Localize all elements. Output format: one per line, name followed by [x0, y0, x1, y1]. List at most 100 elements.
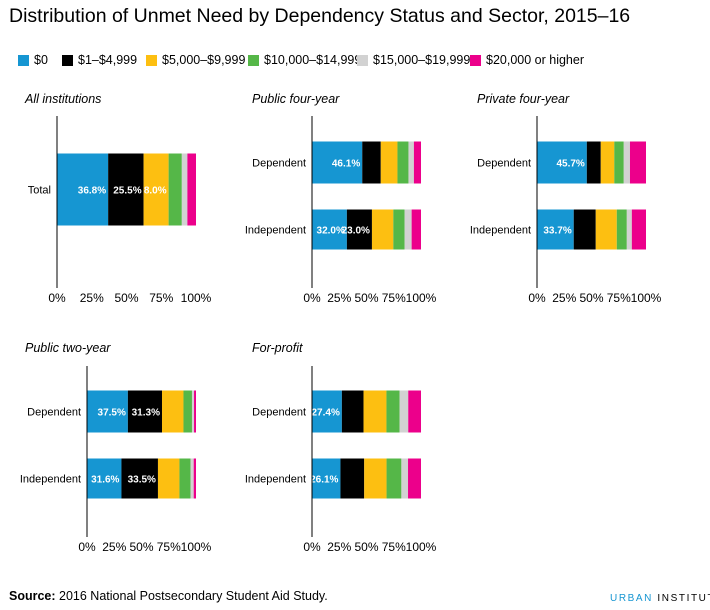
panel-public-four-year-data-label-dependent-1: 46.1%: [332, 159, 360, 170]
panel-public-four-year-data-label-independent-1: 32.0%: [317, 226, 345, 237]
legend-swatch-4: [248, 55, 259, 66]
panel-private-four-year-x-tick-label-1: 0%: [528, 291, 546, 305]
panel-public-two-year-data-label-dependent-1: 37.5%: [98, 408, 126, 419]
panel-private-four-year-bar-independent-seg-6: [631, 209, 646, 250]
panel-public-two-year-x-tick-label-4: 75%: [157, 540, 181, 554]
panel-public-two-year-x-tick-label-1: 0%: [78, 540, 96, 554]
panel-private-four-year-bar-dependent-seg-6: [629, 141, 646, 184]
panel-for-profit-bar-dependent-seg-5: [399, 390, 409, 433]
panel-public-two-year-bar-independent-seg-1: [87, 458, 122, 499]
legend-swatch-5: [357, 55, 368, 66]
panel-all-institutions-bar-total-seg-2: [108, 153, 144, 226]
panel-private-four-year-bar-dependent-seg-2: [586, 141, 601, 184]
panel-public-two-year-bar-dependent-seg-3: [161, 390, 184, 433]
source-text: 2016 National Postsecondary Student Aid …: [59, 589, 328, 603]
panel-all-institutions-x-tick-label-2: 25%: [80, 291, 104, 305]
panel-public-two-year-bar-independent-seg-2: [121, 458, 158, 499]
panel-public-four-year-x-tick-label-1: 0%: [303, 291, 321, 305]
chart-title: Distribution of Unmet Need by Dependency…: [9, 5, 631, 27]
panel-public-four-year-bar-independent-seg-1: [312, 209, 347, 250]
panel-public-four-year-x-tick-label-5: 100%: [406, 291, 437, 305]
panel-all-institutions-x-tick-label-1: 0%: [48, 291, 66, 305]
panel-public-four-year-bar-independent-seg-6: [411, 209, 421, 250]
panel-private-four-year-bar-independent-seg-2: [573, 209, 596, 250]
panel-public-two-year-bar-dependent-seg-5: [191, 390, 195, 433]
panel-private-four-year-bar-dependent-seg-4: [614, 141, 624, 184]
source-note: Source: 2016 National Postsecondary Stud…: [9, 589, 328, 603]
panel-for-profit-bar-dependent-seg-4: [386, 390, 400, 433]
panel-for-profit-bar-independent-seg-4: [386, 458, 402, 499]
panel-all-institutions-data-label-total-2: 25.5%: [113, 186, 141, 197]
panel-all-institutions-data-label-total-3: 8.0%: [144, 186, 167, 197]
panel-all-institutions-category-label-total: Total: [28, 185, 51, 197]
legend-label-2: $1–$4,999: [78, 53, 138, 67]
panel-private-four-year-bar-independent-seg-1: [537, 209, 574, 250]
panel-for-profit-data-label-dependent-1: 27.4%: [312, 408, 340, 419]
panel-all-institutions-x-tick-label-5: 100%: [181, 291, 212, 305]
panel-all-institutions-bar-total-seg-4: [168, 153, 182, 226]
panel-public-two-year-bar-dependent-seg-1: [87, 390, 128, 433]
panel-private-four-year-bar-independent-seg-5: [626, 209, 632, 250]
panel-public-four-year-x-tick-label-3: 50%: [354, 291, 378, 305]
panel-public-four-year-bar-independent-seg-3: [371, 209, 394, 250]
panel-for-profit-bar-independent-seg-1: [312, 458, 341, 499]
panel-public-two-year-data-label-dependent-2: 31.3%: [132, 408, 160, 419]
panel-for-profit-bar-dependent-seg-3: [363, 390, 387, 433]
panel-private-four-year-data-label-dependent-1: 45.7%: [556, 159, 584, 170]
panel-all-institutions-bar-total-seg-5: [181, 153, 188, 226]
panel-for-profit-bar-dependent-seg-1: [312, 390, 342, 433]
panel-all-institutions-bar-total-seg-1: [57, 153, 109, 226]
panel-public-two-year-bar-independent-seg-6: [193, 458, 196, 499]
panel-public-four-year-bar-dependent-seg-6: [413, 141, 421, 184]
brand-logo: URBAN INSTITUTE: [610, 593, 710, 604]
legend-swatch-2: [62, 55, 73, 66]
panel-public-four-year-bar-dependent-seg-1: [312, 141, 363, 184]
panel-all-institutions-bar-total-seg-3: [143, 153, 169, 226]
panel-private-four-year-data-label-independent-1: 33.7%: [543, 226, 571, 237]
panel-for-profit-bar-independent-seg-2: [340, 458, 365, 499]
panel-public-four-year-bar-independent-seg-5: [404, 209, 412, 250]
legend-swatch-3: [146, 55, 157, 66]
panel-private-four-year-bar-dependent-seg-1: [537, 141, 587, 184]
panel-public-two-year-bar-dependent-seg-6: [194, 390, 196, 433]
panel-public-four-year-bar-independent-seg-2: [346, 209, 372, 250]
panel-for-profit-bar-independent-seg-3: [364, 458, 387, 499]
panel-private-four-year-bar-dependent-seg-3: [600, 141, 615, 184]
panel-for-profit-x-tick-label-2: 25%: [327, 540, 351, 554]
panel-for-profit-category-label-independent: Independent: [245, 474, 306, 486]
legend-swatch-1: [18, 55, 29, 66]
panel-all-institutions-bar-total-seg-6: [187, 153, 196, 226]
panel-for-profit-bar-independent-seg-5: [401, 458, 409, 499]
panel-public-two-year-bar-dependent-seg-4: [183, 390, 192, 433]
panel-private-four-year-bar-independent-seg-4: [616, 209, 627, 250]
brand-rest: INSTITUTE: [657, 593, 710, 604]
panel-public-four-year-bar-dependent-seg-2: [362, 141, 381, 184]
legend-label-3: $5,000–$9,999: [162, 53, 246, 67]
panel-for-profit-x-tick-label-1: 0%: [303, 540, 321, 554]
panel-public-two-year-data-label-independent-2: 33.5%: [128, 475, 156, 486]
panel-private-four-year-bar-dependent-seg-5: [623, 141, 630, 184]
panel-title-public-two-year: Public two-year: [25, 341, 111, 355]
panel-for-profit-data-label-independent-1: 26.1%: [310, 475, 338, 486]
panel-private-four-year-x-tick-label-3: 50%: [579, 291, 603, 305]
panel-for-profit-category-label-dependent: Dependent: [252, 407, 306, 419]
panel-public-two-year-bar-independent-seg-4: [179, 458, 191, 499]
panel-all-institutions-x-tick-label-3: 50%: [114, 291, 138, 305]
source-label: Source:: [9, 589, 56, 603]
panel-private-four-year-category-label-dependent: Dependent: [477, 158, 531, 170]
panel-public-four-year-x-tick-label-2: 25%: [327, 291, 351, 305]
panel-all-institutions-data-label-total-1: 36.8%: [78, 186, 106, 197]
panel-title-for-profit: For-profit: [252, 341, 303, 355]
panel-private-four-year-bar-independent-seg-3: [595, 209, 617, 250]
panel-title-all-institutions: All institutions: [25, 92, 102, 106]
panel-public-two-year-category-label-dependent: Dependent: [27, 407, 81, 419]
panel-public-four-year-data-label-independent-2: 23.0%: [342, 226, 370, 237]
panel-for-profit-x-tick-label-4: 75%: [382, 540, 406, 554]
panel-private-four-year-x-tick-label-2: 25%: [552, 291, 576, 305]
panel-public-two-year-bar-dependent-seg-2: [127, 390, 162, 433]
panel-private-four-year-x-tick-label-5: 100%: [631, 291, 662, 305]
panel-public-two-year-data-label-independent-1: 31.6%: [91, 475, 119, 486]
panel-public-four-year-category-label-independent: Independent: [245, 225, 306, 237]
panel-public-two-year-x-tick-label-5: 100%: [181, 540, 212, 554]
